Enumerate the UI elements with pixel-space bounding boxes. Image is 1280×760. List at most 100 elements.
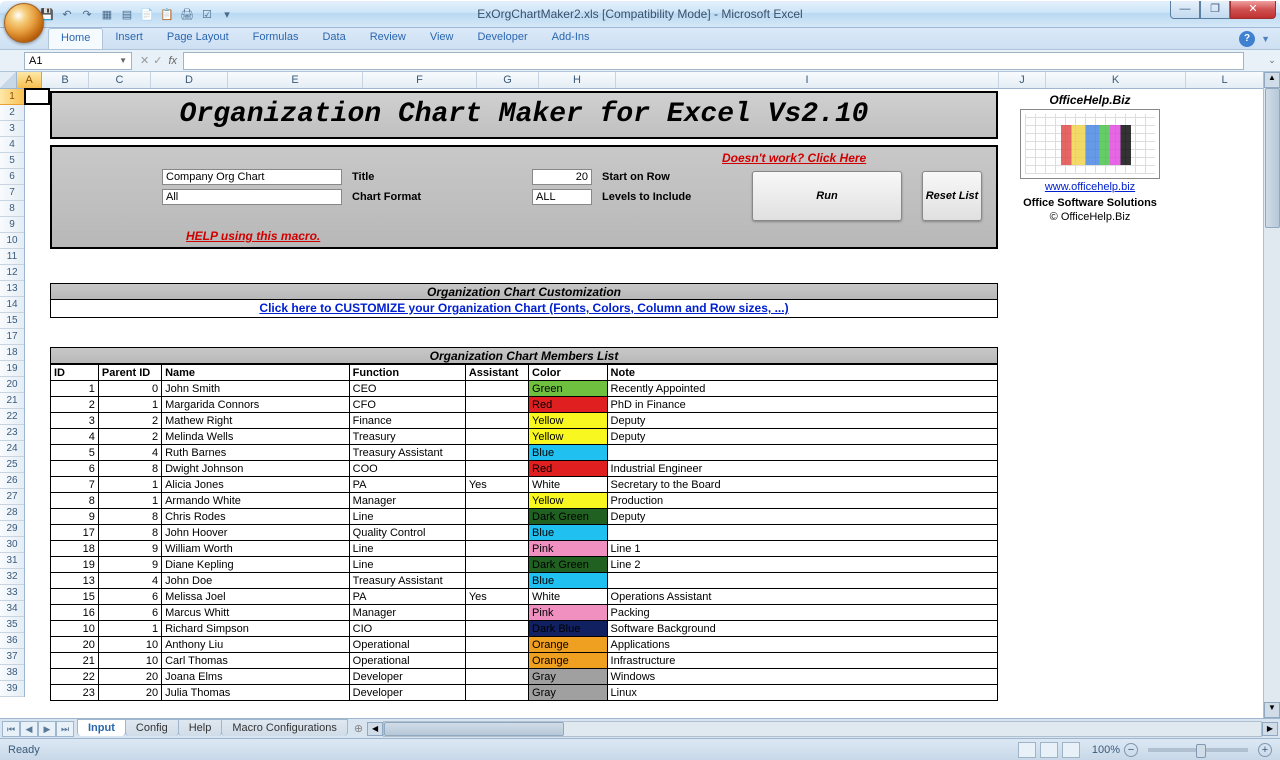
table-cell[interactable]: Packing [607,605,997,621]
table-cell[interactable]: Industrial Engineer [607,461,997,477]
column-header[interactable]: F [363,72,477,88]
table-cell[interactable]: Manager [349,605,465,621]
table-row[interactable]: 189William WorthLinePinkLine 1 [51,541,998,557]
help-link[interactable]: HELP using this macro. [186,229,320,243]
ribbon-tab-page-layout[interactable]: Page Layout [155,28,241,49]
row-header[interactable]: 30 [0,537,24,553]
table-cell[interactable]: Windows [607,669,997,685]
table-cell[interactable]: White [529,477,607,493]
table-cell[interactable]: Dark Green [529,557,607,573]
minimize-button[interactable]: — [1170,1,1200,19]
row-header[interactable]: 11 [0,249,24,265]
table-cell[interactable]: Yellow [529,493,607,509]
table-cell[interactable]: 8 [98,509,161,525]
row-header[interactable]: 13 [0,281,24,297]
row-header[interactable]: 18 [0,345,24,361]
table-cell[interactable]: John Smith [162,381,350,397]
row-header[interactable]: 10 [0,233,24,249]
row-header[interactable]: 14 [0,297,24,313]
table-cell[interactable]: 4 [98,445,161,461]
table-cell[interactable]: 1 [98,397,161,413]
column-header[interactable]: H [539,72,616,88]
table-cell[interactable] [465,557,528,573]
row-header[interactable]: 20 [0,377,24,393]
column-header[interactable]: L [1186,72,1264,88]
scroll-down-icon[interactable]: ▼ [1264,702,1280,718]
table-row[interactable]: 32Mathew RightFinanceYellowDeputy [51,413,998,429]
table-cell[interactable] [465,621,528,637]
row-header[interactable]: 34 [0,601,24,617]
start-row-input[interactable]: 20 [532,169,592,185]
table-cell[interactable]: 3 [51,413,99,429]
table-row[interactable]: 21Margarida ConnorsCFORedPhD in Finance [51,397,998,413]
row-header[interactable]: 33 [0,585,24,601]
row-header[interactable]: 23 [0,425,24,441]
table-cell[interactable] [465,685,528,701]
table-cell[interactable]: 10 [51,621,99,637]
table-row[interactable]: 42Melinda WellsTreasuryYellowDeputy [51,429,998,445]
row-header[interactable]: 15 [0,313,24,329]
table-cell[interactable]: Pink [529,541,607,557]
table-cell[interactable] [465,637,528,653]
sheet-tab-macro-configurations[interactable]: Macro Configurations [221,719,348,736]
table-cell[interactable]: 23 [51,685,99,701]
table-cell[interactable]: 2 [51,397,99,413]
table-cell[interactable]: 10 [98,653,161,669]
scroll-up-icon[interactable]: ▲ [1264,72,1280,88]
table-cell[interactable]: Ruth Barnes [162,445,350,461]
run-button[interactable]: Run [752,171,902,221]
table-cell[interactable]: 16 [51,605,99,621]
table-cell[interactable]: 21 [51,653,99,669]
table-cell[interactable]: 4 [51,429,99,445]
ribbon-tab-add-ins[interactable]: Add-Ins [540,28,602,49]
table-cell[interactable]: Linux [607,685,997,701]
table-cell[interactable]: Mathew Right [162,413,350,429]
table-cell[interactable] [465,653,528,669]
column-header[interactable]: D [151,72,228,88]
column-header[interactable]: K [1046,72,1186,88]
row-header[interactable]: 3 [0,121,24,137]
doesnt-work-link[interactable]: Doesn't work? Click Here [722,151,866,165]
row-header[interactable]: 35 [0,617,24,633]
table-cell[interactable]: Infrastructure [607,653,997,669]
row-header[interactable]: 39 [0,681,24,697]
ribbon-tab-view[interactable]: View [418,28,466,49]
table-row[interactable]: 81Armando WhiteManagerYellowProduction [51,493,998,509]
table-cell[interactable]: 7 [51,477,99,493]
table-cell[interactable]: PA [349,477,465,493]
scroll-left-icon[interactable]: ◀ [367,722,383,736]
row-header[interactable]: 19 [0,361,24,377]
office-button[interactable] [4,3,44,43]
levels-input[interactable]: ALL [532,189,592,205]
table-cell[interactable]: Red [529,461,607,477]
table-cell[interactable] [465,429,528,445]
title-input[interactable]: Company Org Chart [162,169,342,185]
first-sheet-icon[interactable]: ⏮ [2,721,20,737]
ribbon-tab-data[interactable]: Data [310,28,357,49]
table-row[interactable]: 2320Julia ThomasDeveloperGrayLinux [51,685,998,701]
table-cell[interactable]: Developer [349,669,465,685]
table-row[interactable]: 178John HooverQuality ControlBlue [51,525,998,541]
table-cell[interactable]: Orange [529,653,607,669]
format-input[interactable]: All [162,189,342,205]
last-sheet-icon[interactable]: ⏭ [56,721,74,737]
table-cell[interactable]: 18 [51,541,99,557]
ribbon-tab-home[interactable]: Home [48,28,103,49]
table-cell[interactable]: 6 [98,589,161,605]
table-cell[interactable]: Deputy [607,413,997,429]
close-button[interactable]: ✕ [1230,1,1276,19]
table-cell[interactable] [465,381,528,397]
scroll-thumb[interactable] [1265,88,1280,228]
row-header[interactable]: 24 [0,441,24,457]
table-cell[interactable]: Dwight Johnson [162,461,350,477]
table-cell[interactable] [465,525,528,541]
row-header[interactable]: 21 [0,393,24,409]
minimize-ribbon-icon[interactable]: ▼ [1261,34,1270,44]
ribbon-tab-formulas[interactable]: Formulas [241,28,311,49]
qa-icon[interactable]: ▾ [218,5,236,23]
table-cell[interactable]: Quality Control [349,525,465,541]
column-header[interactable]: I [616,72,999,88]
table-cell[interactable]: Margarida Connors [162,397,350,413]
table-cell[interactable]: 10 [98,637,161,653]
normal-view-icon[interactable] [1018,742,1036,758]
